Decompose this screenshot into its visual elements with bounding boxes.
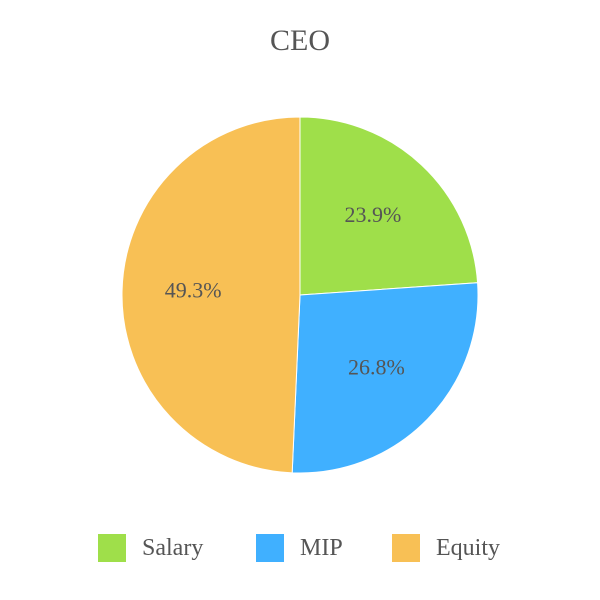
pie-labels: 23.9% 26.8% 49.3% [165, 202, 405, 380]
slice-label-salary: 23.9% [344, 202, 401, 227]
pie-slice-mip[interactable] [291, 282, 479, 474]
legend-swatch-salary [98, 534, 126, 562]
pie-slices [121, 116, 479, 474]
legend-item-salary[interactable]: Salary [98, 528, 203, 568]
legend-label-salary: Salary [142, 534, 204, 561]
legend-swatch-equity [392, 534, 420, 562]
legend-item-mip[interactable]: MIP [256, 528, 343, 568]
legend: Salary MIP Equity [0, 528, 600, 568]
pie-slice-equity[interactable] [121, 116, 301, 474]
legend-label-equity: Equity [436, 534, 500, 561]
slice-label-equity: 49.3% [165, 278, 222, 303]
legend-swatch-mip [256, 534, 284, 562]
chart-title: CEO [270, 24, 330, 57]
legend-item-equity[interactable]: Equity [392, 528, 500, 568]
slice-label-mip: 26.8% [348, 355, 405, 380]
legend-label-mip: MIP [300, 534, 343, 561]
pie-slice-salary[interactable] [299, 116, 479, 296]
